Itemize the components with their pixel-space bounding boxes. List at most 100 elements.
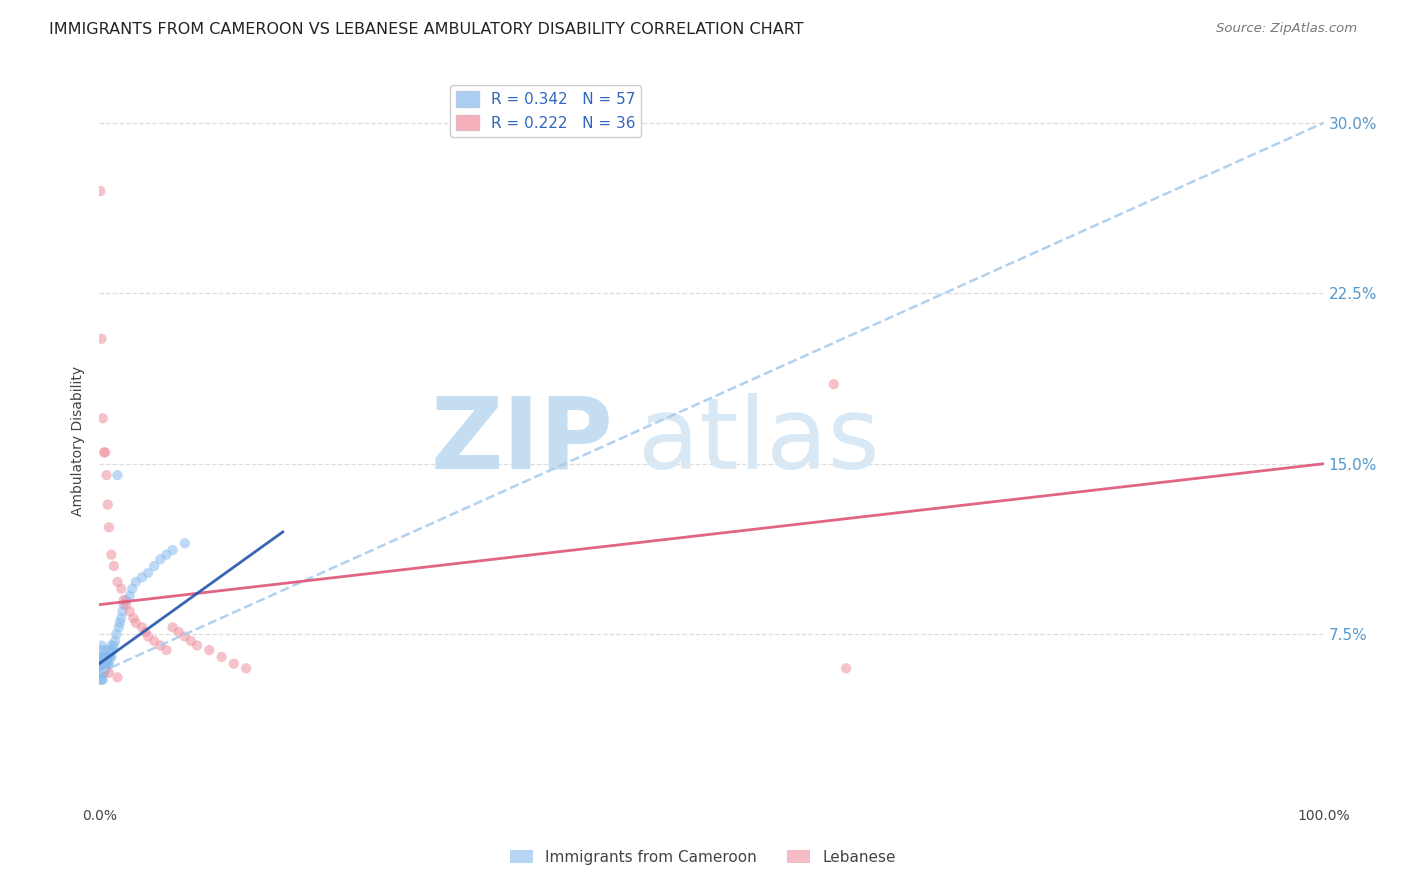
Point bbox=[835, 661, 858, 675]
Point bbox=[104, 634, 127, 648]
Point bbox=[96, 468, 118, 483]
Point bbox=[111, 604, 134, 618]
Point bbox=[91, 673, 114, 687]
Point bbox=[93, 445, 115, 459]
Point bbox=[98, 649, 121, 664]
Point bbox=[94, 649, 117, 664]
Point bbox=[97, 657, 120, 671]
Point bbox=[100, 639, 122, 653]
Point bbox=[96, 649, 118, 664]
Point bbox=[143, 634, 166, 648]
Point bbox=[90, 673, 112, 687]
Point bbox=[180, 634, 202, 648]
Point bbox=[136, 566, 159, 580]
Point bbox=[107, 468, 129, 483]
Point bbox=[94, 445, 117, 459]
Point bbox=[91, 649, 114, 664]
Point bbox=[97, 649, 120, 664]
Point bbox=[97, 657, 120, 671]
Point bbox=[90, 643, 112, 657]
Legend: Immigrants from Cameroon, Lebanese: Immigrants from Cameroon, Lebanese bbox=[503, 844, 903, 871]
Point bbox=[108, 615, 131, 630]
Point bbox=[91, 665, 114, 680]
Point bbox=[115, 598, 138, 612]
Point bbox=[121, 582, 143, 596]
Point bbox=[97, 498, 120, 512]
Point bbox=[110, 611, 132, 625]
Point bbox=[135, 624, 157, 639]
Point bbox=[91, 657, 114, 671]
Point bbox=[149, 552, 172, 566]
Point bbox=[112, 593, 135, 607]
Point bbox=[94, 643, 117, 657]
Point bbox=[235, 661, 257, 675]
Point bbox=[90, 657, 112, 671]
Point bbox=[186, 639, 208, 653]
Point bbox=[89, 649, 111, 664]
Point bbox=[89, 657, 111, 671]
Point bbox=[103, 559, 125, 574]
Point bbox=[823, 377, 845, 392]
Y-axis label: Ambulatory Disability: Ambulatory Disability bbox=[72, 366, 86, 516]
Point bbox=[107, 620, 129, 634]
Point bbox=[96, 661, 118, 675]
Point bbox=[115, 593, 138, 607]
Point bbox=[98, 643, 121, 657]
Point bbox=[90, 639, 112, 653]
Point bbox=[125, 574, 148, 589]
Point bbox=[89, 661, 111, 675]
Point bbox=[89, 665, 111, 680]
Point bbox=[91, 411, 114, 425]
Point bbox=[89, 673, 111, 687]
Point bbox=[97, 649, 120, 664]
Point bbox=[122, 611, 145, 625]
Point bbox=[94, 657, 117, 671]
Point bbox=[103, 639, 125, 653]
Point bbox=[97, 665, 120, 680]
Point bbox=[90, 332, 112, 346]
Point bbox=[162, 543, 184, 558]
Point bbox=[198, 643, 221, 657]
Point bbox=[93, 661, 115, 675]
Point bbox=[90, 665, 112, 680]
Point bbox=[100, 649, 122, 664]
Text: IMMIGRANTS FROM CAMEROON VS LEBANESE AMBULATORY DISABILITY CORRELATION CHART: IMMIGRANTS FROM CAMEROON VS LEBANESE AMB… bbox=[49, 22, 804, 37]
Point bbox=[112, 598, 135, 612]
Point bbox=[93, 649, 115, 664]
Text: Source: ZipAtlas.com: Source: ZipAtlas.com bbox=[1216, 22, 1357, 36]
Point bbox=[155, 643, 177, 657]
Text: atlas: atlas bbox=[638, 392, 880, 490]
Point bbox=[155, 548, 177, 562]
Point bbox=[93, 657, 115, 671]
Point bbox=[100, 548, 122, 562]
Point bbox=[91, 661, 114, 675]
Legend: R = 0.342   N = 57, R = 0.222   N = 36: R = 0.342 N = 57, R = 0.222 N = 36 bbox=[450, 85, 641, 136]
Point bbox=[118, 589, 141, 603]
Point bbox=[131, 570, 153, 584]
Point bbox=[131, 620, 153, 634]
Point bbox=[96, 657, 118, 671]
Point bbox=[125, 615, 148, 630]
Point bbox=[107, 574, 129, 589]
Point bbox=[94, 661, 117, 675]
Point bbox=[90, 661, 112, 675]
Point bbox=[97, 520, 120, 534]
Point bbox=[222, 657, 245, 671]
Point bbox=[110, 582, 132, 596]
Point bbox=[93, 665, 115, 680]
Point bbox=[162, 620, 184, 634]
Point bbox=[143, 559, 166, 574]
Point bbox=[105, 627, 128, 641]
Point bbox=[211, 649, 233, 664]
Point bbox=[173, 536, 195, 550]
Point bbox=[89, 184, 111, 198]
Point bbox=[101, 643, 124, 657]
Point bbox=[118, 604, 141, 618]
Point bbox=[149, 639, 172, 653]
Point bbox=[107, 670, 129, 684]
Point bbox=[173, 630, 195, 644]
Text: ZIP: ZIP bbox=[430, 392, 613, 490]
Point bbox=[90, 649, 112, 664]
Point bbox=[136, 630, 159, 644]
Point bbox=[167, 624, 190, 639]
